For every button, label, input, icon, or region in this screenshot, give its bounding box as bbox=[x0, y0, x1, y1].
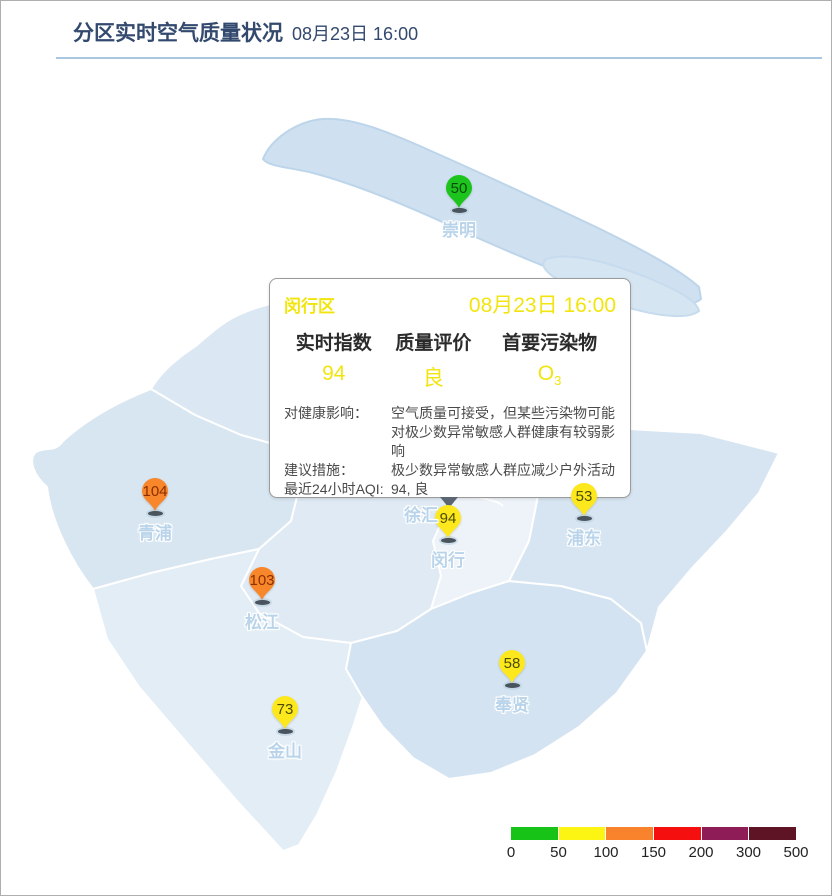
district-label: 松江 bbox=[245, 613, 279, 632]
detail-row-24h-aqi: 最近24小时AQI: 94, 良 bbox=[284, 481, 429, 497]
legend-tick-label: 50 bbox=[550, 844, 567, 861]
popup-values: 94 良 O3 bbox=[284, 362, 616, 392]
marker-anchor-dot bbox=[147, 511, 163, 516]
aqi-marker-value: 94 bbox=[440, 510, 457, 527]
aqi-marker-value: 73 bbox=[277, 701, 294, 718]
aqi-marker-value: 103 bbox=[249, 572, 274, 589]
legend-color-bar bbox=[511, 827, 797, 840]
aqi-marker-value: 50 bbox=[451, 180, 468, 197]
district-label: 崇明 bbox=[442, 221, 476, 240]
district-label: 青浦 bbox=[138, 524, 172, 543]
aqi-balloon-icon: 50 bbox=[446, 175, 472, 208]
aqi-marker-value: 53 bbox=[576, 488, 593, 505]
col-quality-rating: 质量评价 bbox=[395, 333, 472, 354]
aqi-balloon-icon: 104 bbox=[142, 478, 168, 511]
aqi-balloon-icon: 53 bbox=[571, 483, 597, 516]
page-header: 分区实时空气质量状况 08月23日 16:00 bbox=[56, 9, 822, 59]
district-label: 金山 bbox=[268, 742, 302, 761]
pollutant-value: O3 bbox=[537, 362, 562, 389]
aqi-marker[interactable]: 94 闵行 bbox=[406, 503, 490, 571]
marker-anchor-dot bbox=[440, 538, 456, 543]
aqi-balloon-icon: 73 bbox=[272, 696, 298, 729]
legend-color-segment bbox=[654, 827, 701, 840]
marker-anchor-dot bbox=[254, 600, 270, 605]
popup-pointer-icon bbox=[440, 497, 458, 508]
aqi-marker[interactable]: 50 崇明 bbox=[417, 173, 501, 241]
col-realtime-index: 实时指数 bbox=[295, 333, 372, 354]
aqi-value: 94 bbox=[322, 362, 346, 385]
page-title: 分区实时空气质量状况 bbox=[73, 22, 283, 45]
rating-value: 良 bbox=[422, 367, 444, 390]
col-primary-pollutant: 首要污染物 bbox=[502, 333, 598, 354]
detail-row-health: 对健康影响： 空气质量可接受，但某些污染物可能对极少数异常敏感人群健康有较弱影响 bbox=[284, 405, 615, 459]
aqi-marker[interactable]: 73 金山 bbox=[243, 694, 327, 762]
legend-color-segment bbox=[749, 827, 797, 840]
legend-color-segment bbox=[558, 827, 606, 840]
popup-details: 对健康影响： 空气质量可接受，但某些污染物可能对极少数异常敏感人群健康有较弱影响… bbox=[284, 404, 616, 499]
aqi-marker[interactable]: 104 青浦 bbox=[113, 476, 197, 544]
marker-anchor-dot bbox=[504, 683, 520, 688]
detail-row-advice: 建议措施： 极少数异常敏感人群应减少户外活动 bbox=[284, 462, 615, 478]
legend-tick-label: 0 bbox=[506, 844, 516, 861]
aqi-marker[interactable]: 58 奉贤 bbox=[470, 648, 554, 716]
legend-color-segment bbox=[511, 827, 558, 840]
popup-column-headers: 实时指数 质量评价 首要污染物 bbox=[284, 328, 616, 355]
aqi-balloon-icon: 58 bbox=[499, 650, 525, 683]
legend-color-segment bbox=[606, 827, 654, 840]
aqi-marker-value: 104 bbox=[142, 483, 167, 500]
aqi-balloon-icon: 103 bbox=[249, 567, 275, 600]
marker-anchor-dot bbox=[277, 729, 293, 734]
aqi-balloon-icon: 94 bbox=[435, 505, 461, 538]
district-label-only: 徐汇 bbox=[379, 498, 463, 526]
popup-header: 闵行区 08月23日 16:00 bbox=[284, 289, 616, 319]
popup-datetime: 08月23日 16:00 bbox=[468, 294, 616, 317]
legend-tick-label: 100 bbox=[593, 844, 619, 861]
marker-anchor-dot bbox=[576, 516, 592, 521]
aqi-marker[interactable]: 103 松江 bbox=[220, 565, 304, 633]
aqi-color-legend: 0 50 100 150 200 300 500 bbox=[507, 827, 809, 862]
legend-tick-label: 150 bbox=[640, 844, 667, 861]
aqi-marker-value: 58 bbox=[504, 655, 521, 672]
legend-tick-label: 300 bbox=[735, 844, 762, 861]
aqi-detail-popup: 闵行区 08月23日 16:00 实时指数 质量评价 首要污染物 94 良 O3… bbox=[269, 278, 631, 508]
legend-color-segment bbox=[701, 827, 749, 840]
header-datetime: 08月23日 16:00 bbox=[292, 24, 419, 44]
legend-tick-label: 500 bbox=[783, 844, 809, 861]
marker-anchor-dot bbox=[451, 208, 467, 213]
district-shape-jinshan[interactable] bbox=[92, 548, 364, 852]
district-label: 浦东 bbox=[567, 529, 601, 548]
legend-tick-label: 200 bbox=[688, 844, 714, 861]
district-label: 徐汇 bbox=[404, 506, 438, 525]
legend-tick-labels: 0 50 100 150 200 300 500 bbox=[507, 844, 809, 862]
district-label: 闵行 bbox=[431, 551, 465, 570]
district-label: 奉贤 bbox=[495, 696, 529, 715]
aqi-marker[interactable]: 53 浦东 bbox=[542, 481, 626, 549]
popup-district-name: 闵行区 bbox=[284, 297, 335, 316]
